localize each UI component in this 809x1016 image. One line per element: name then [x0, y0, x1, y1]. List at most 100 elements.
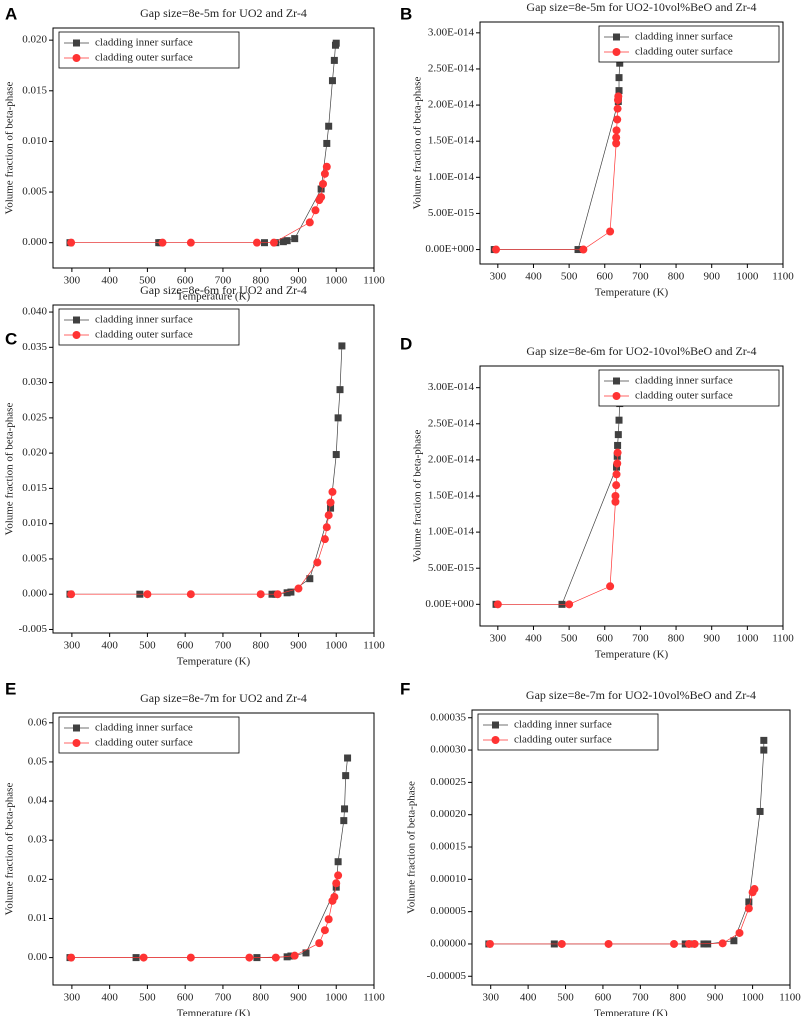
point [612, 470, 621, 479]
point [744, 904, 753, 913]
panel-label: B [400, 4, 412, 23]
y-tick-label: 5.00E-015 [428, 207, 475, 219]
point [269, 238, 278, 247]
x-tick-label: 300 [64, 640, 81, 652]
legend-marker [73, 316, 80, 324]
x-tick-label: 700 [632, 992, 649, 1004]
legend-marker [492, 721, 499, 729]
point [273, 590, 282, 599]
x-tick-label: 1100 [779, 992, 801, 1004]
point [319, 179, 328, 188]
point [283, 237, 291, 245]
y-tick-label: 0.020 [22, 447, 47, 459]
point [279, 238, 287, 246]
x-axis-label: Temperature (K) [177, 291, 251, 303]
point [67, 953, 76, 962]
point [557, 939, 566, 948]
legend-label: cladding inner surface [95, 314, 193, 326]
x-tick-label: 600 [177, 640, 194, 652]
x-tick-label: 1000 [736, 271, 759, 283]
legend-label: cladding outer surface [95, 52, 193, 64]
point [612, 139, 621, 148]
y-tick-label: 0.000 [22, 236, 47, 248]
point [67, 238, 76, 247]
point [186, 953, 195, 962]
point [332, 879, 341, 888]
panel-label: E [5, 679, 16, 698]
x-tick-label: 1100 [772, 271, 794, 283]
point [612, 133, 621, 142]
y-tick-label: 0.00005 [430, 905, 466, 917]
point [338, 342, 346, 350]
point [158, 238, 167, 247]
x-tick-label: 500 [139, 992, 156, 1004]
point [604, 939, 613, 948]
x-tick-label: 400 [520, 992, 537, 1004]
point [305, 218, 314, 227]
x-tick-label: 600 [597, 633, 614, 645]
legend-label: cladding inner surface [635, 375, 733, 387]
point [322, 523, 331, 532]
x-tick-label: 300 [64, 992, 81, 1004]
x-tick-label: 800 [668, 271, 685, 283]
point [341, 805, 349, 813]
y-tick-label: 0.00E+000 [425, 243, 474, 255]
panel: A Gap size=8e-5m for UO2 and Zr-4 300 400 50… [4, 4, 386, 302]
x-tick-label: 400 [101, 275, 118, 287]
point [613, 459, 622, 468]
series-line [488, 740, 765, 945]
panel: F Gap size=8e-7m for UO2-10vol%BeO and Zr… [400, 679, 801, 1016]
x-tick-label: 900 [290, 992, 307, 1004]
x-tick-label: 1000 [325, 992, 348, 1004]
y-tick-label: -0.00005 [427, 970, 467, 982]
y-tick-label: 0.05 [28, 755, 48, 767]
y-tick-label: 0.04 [28, 795, 48, 807]
point [615, 74, 623, 82]
point [306, 575, 314, 583]
point [485, 939, 494, 948]
point [684, 939, 693, 948]
point [334, 858, 342, 866]
point [760, 746, 768, 754]
point [311, 206, 320, 215]
x-tick-label: 400 [525, 633, 542, 645]
x-tick-label: 500 [557, 992, 574, 1004]
point [315, 939, 324, 948]
x-tick-label: 400 [101, 640, 118, 652]
point [283, 953, 291, 961]
point [332, 39, 340, 47]
legend-marker [72, 739, 81, 747]
y-tick-label: 1.50E-014 [428, 490, 475, 502]
legend-marker [613, 377, 620, 385]
chart-title: Gap size=8e-7m for UO2 and Zr-4 [140, 691, 307, 705]
y-tick-label: 0.00035 [430, 711, 466, 723]
x-tick-label: 800 [252, 275, 269, 287]
chart-title: Gap size=8e-6m for UO2 and Zr-4 [140, 283, 307, 297]
point [615, 87, 623, 95]
legend-label: cladding outer surface [95, 737, 193, 749]
series-line [496, 96, 619, 250]
y-tick-label: 0.00010 [430, 873, 466, 885]
series-line [71, 875, 339, 958]
point [735, 928, 744, 937]
point [756, 807, 764, 815]
panel-label: A [5, 4, 17, 23]
plot-frame [52, 304, 375, 634]
point [612, 481, 621, 490]
x-axis-label: Temperature (K) [595, 287, 669, 299]
point [186, 238, 195, 247]
point [670, 939, 679, 948]
x-tick-label: 1100 [772, 633, 794, 645]
y-tick-label: 0.035 [22, 341, 47, 353]
point [760, 736, 768, 744]
point [611, 492, 620, 500]
point [287, 588, 295, 596]
legend-box [598, 25, 780, 63]
point [613, 448, 622, 457]
x-tick-label: 700 [215, 275, 232, 287]
y-tick-label: 1.50E-014 [428, 135, 475, 147]
y-tick-label: 0.00025 [430, 776, 466, 788]
point [611, 497, 620, 506]
y-tick-label: 0.03 [28, 834, 48, 846]
series-line [71, 166, 328, 244]
